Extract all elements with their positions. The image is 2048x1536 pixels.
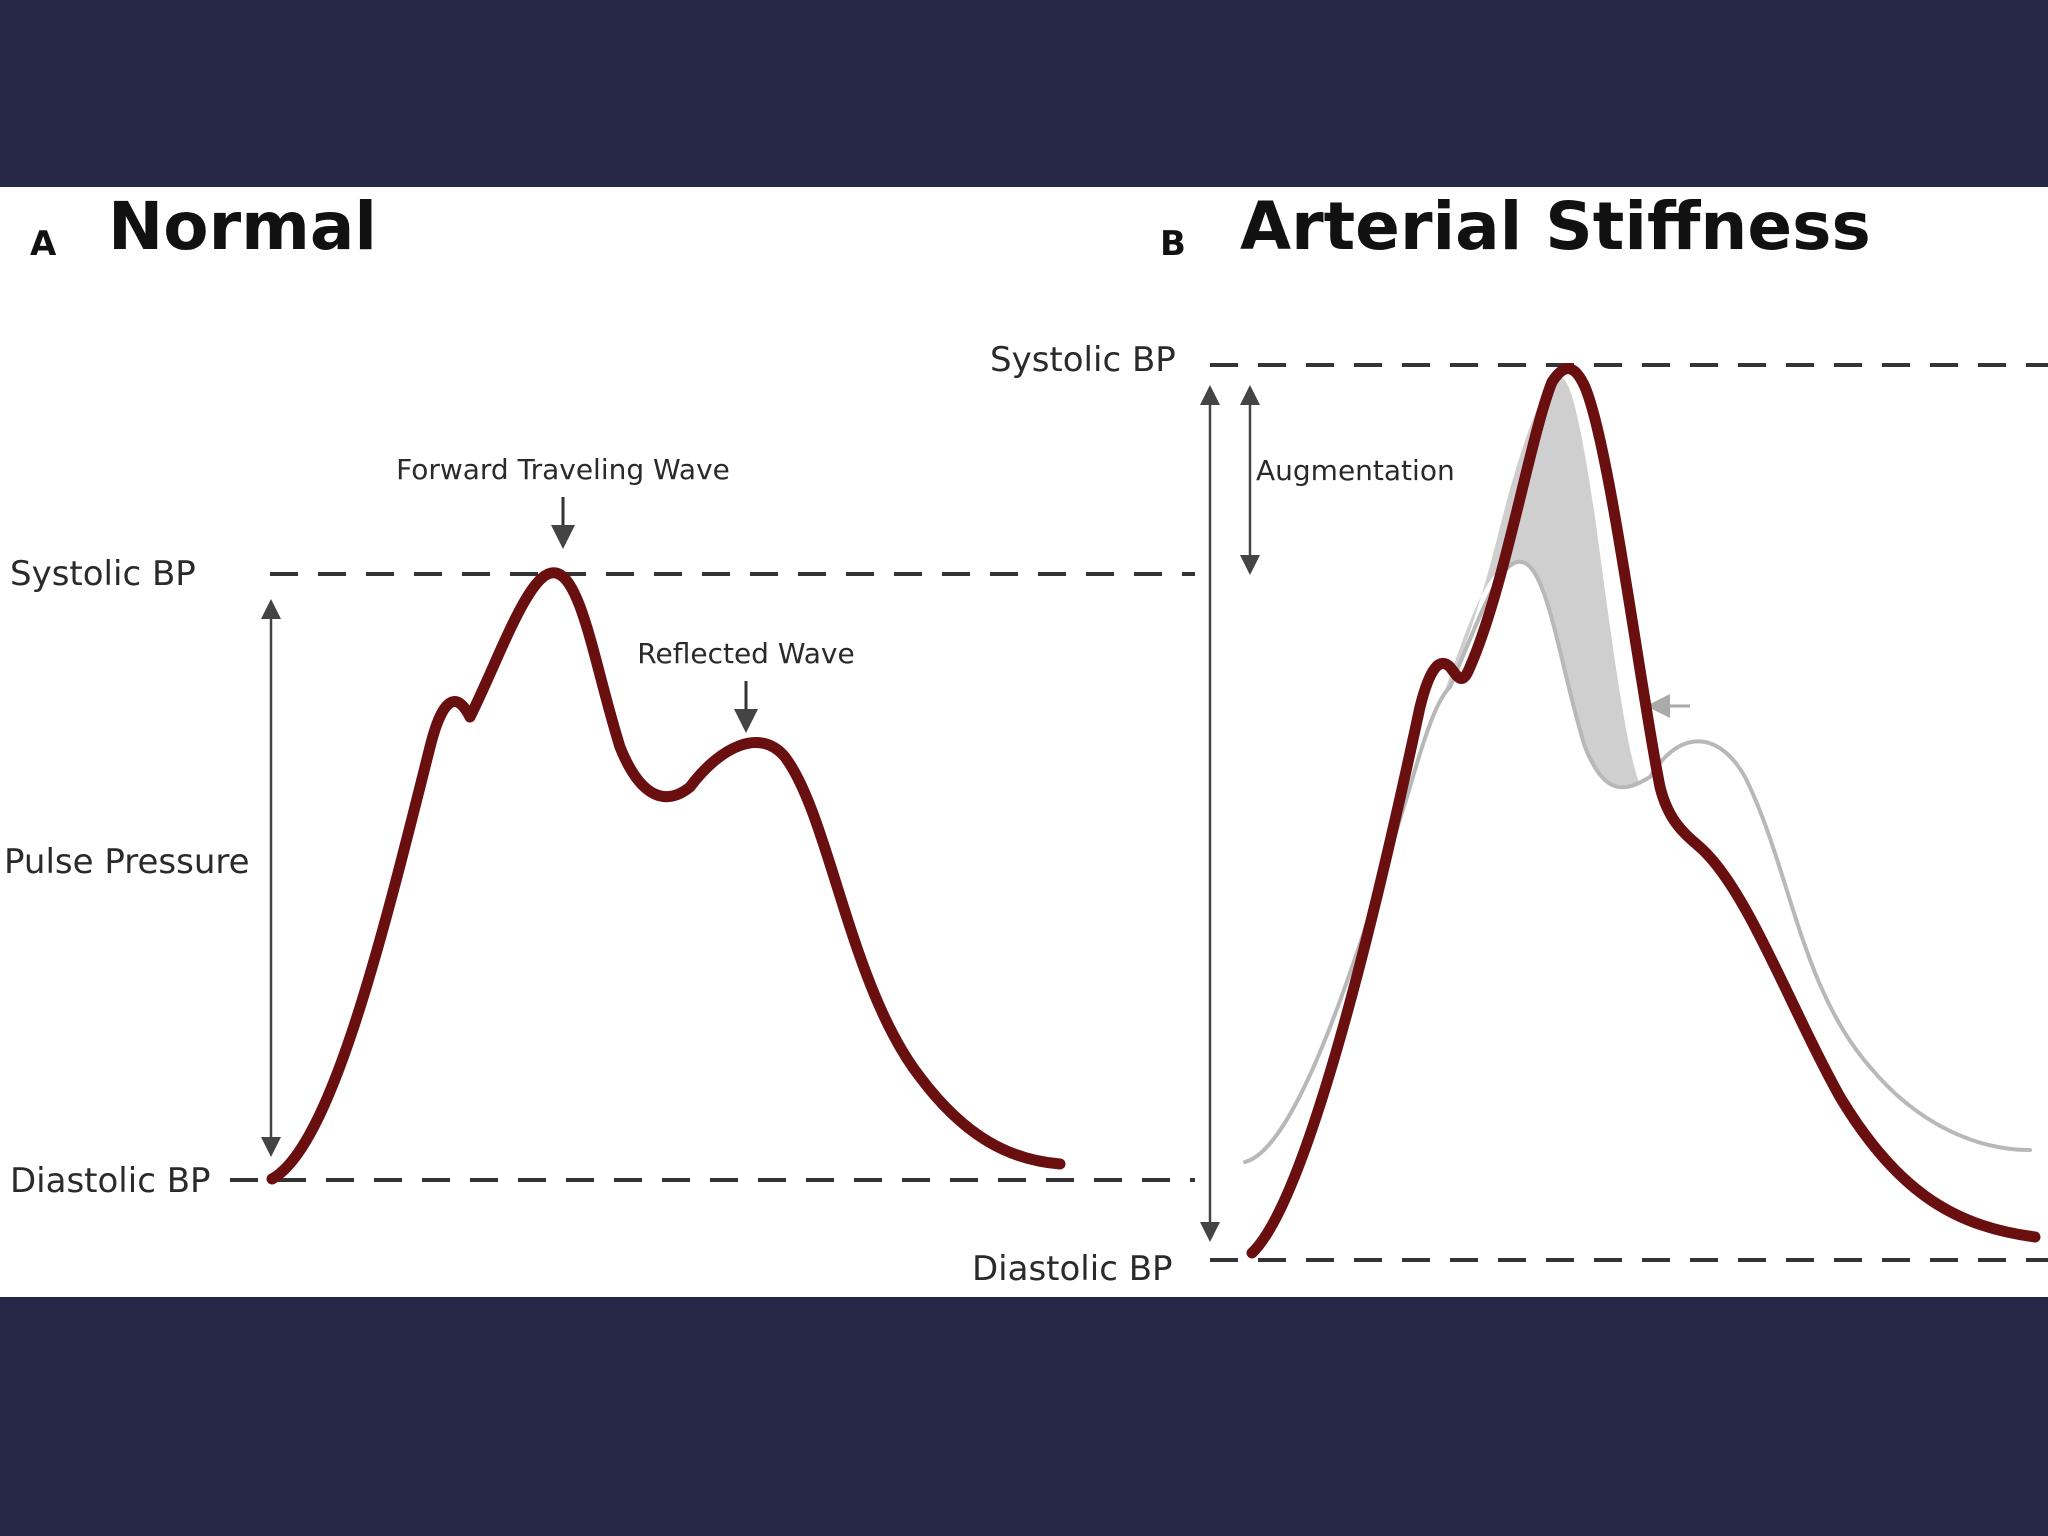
panel-b-letter: B [1160, 224, 1186, 264]
panel-a: A Normal Systolic BP Diastolic BP Pulse … [4, 188, 1195, 1201]
waveform-diagram: A Normal Systolic BP Diastolic BP Pulse … [4, 188, 2048, 1289]
panel-a-title: Normal [108, 188, 377, 265]
panel-b-title: Arterial Stiffness [1240, 188, 1871, 265]
panel-b: B Arterial Stiffness Systolic BP Diastol… [972, 188, 2048, 1289]
figure-panel: A Normal Systolic BP Diastolic BP Pulse … [0, 187, 2048, 1297]
systolic-label-a: Systolic BP [10, 554, 196, 594]
systolic-label-b: Systolic BP [990, 340, 1176, 380]
panel-a-letter: A [30, 224, 57, 264]
stiff-waveform [1246, 363, 2041, 1259]
normal-waveform [266, 567, 1066, 1185]
pulse-pressure-label: Pulse Pressure [4, 842, 250, 882]
diastolic-label-a: Diastolic BP [10, 1161, 211, 1201]
forward-wave-label: Forward Traveling Wave [396, 453, 730, 486]
reflected-wave-label: Reflected Wave [637, 637, 854, 670]
reference-waveform [1243, 559, 2032, 1164]
diastolic-label-b: Diastolic BP [972, 1249, 1173, 1289]
augmentation-label: Augmentation [1256, 454, 1455, 487]
